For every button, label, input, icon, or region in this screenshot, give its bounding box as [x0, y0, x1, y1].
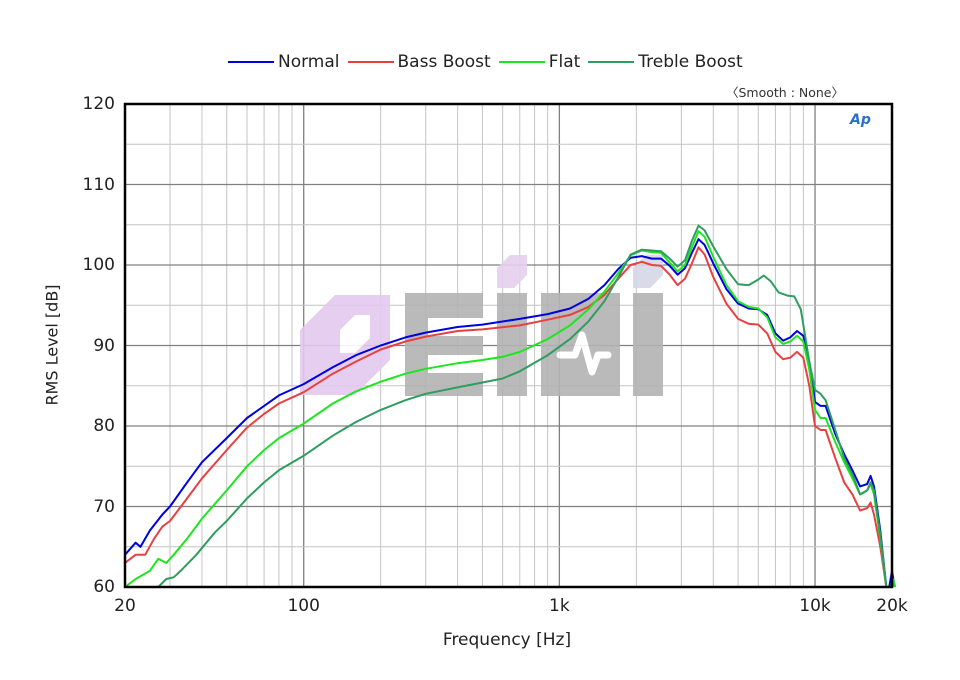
legend-item-flat: Flat	[498, 52, 581, 72]
y-axis-title: RMS Level [dB]	[42, 284, 62, 406]
legend-label-bass-boost: Bass Boost	[397, 52, 491, 72]
plot-frame	[123, 102, 894, 589]
legend-item-bass-boost: Bass Boost	[347, 52, 491, 72]
legend-label-flat: Flat	[548, 52, 581, 72]
x-tick-label: 20	[114, 596, 136, 616]
legend-label-treble-boost: Treble Boost	[638, 52, 743, 72]
x-tick-label: 1k	[549, 596, 570, 616]
x-tick-label: 10k	[799, 596, 831, 616]
legend-swatch-bass-boost	[347, 61, 394, 63]
curve-normal	[124, 238, 896, 588]
legend-item-treble-boost: Treble Boost	[588, 52, 743, 72]
x-tick-label: 100	[287, 596, 320, 616]
curves	[124, 224, 897, 588]
x-axis-title: Frequency [Hz]	[442, 630, 572, 650]
legend-swatch-treble-boost	[588, 61, 635, 63]
y-tick-label: 60	[93, 577, 115, 597]
curve-bass-boost	[124, 246, 888, 588]
curve-flat	[124, 230, 897, 588]
legend-swatch-flat	[498, 61, 545, 63]
y-tick-label: 100	[82, 255, 115, 275]
y-tick-label: 110	[82, 174, 115, 195]
y-tick-label: 80	[93, 416, 115, 436]
legend-swatch-normal	[228, 61, 274, 63]
y-tick-label: 90	[93, 335, 115, 356]
smoothing-note: 〈Smooth : None〉	[726, 85, 844, 100]
y-tick-label: 70	[93, 496, 115, 517]
curve-treble-boost	[157, 224, 894, 588]
legend-item-normal: Normal	[228, 52, 340, 72]
ap-logo: Ap	[850, 112, 871, 128]
chart-legend: Normal Bass Boost Flat Treble Boost	[228, 52, 751, 72]
y-tick-label: 120	[82, 94, 115, 114]
x-tick-label: 20k	[876, 596, 908, 616]
legend-label-normal: Normal	[278, 52, 340, 72]
